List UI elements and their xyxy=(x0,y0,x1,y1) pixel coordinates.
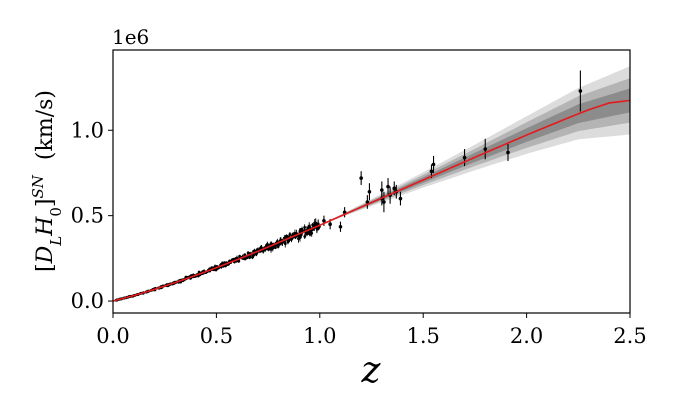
x-axis-title: z xyxy=(361,350,382,391)
data-point xyxy=(382,191,386,213)
point-marker xyxy=(328,222,332,226)
data-point xyxy=(338,221,343,232)
point-marker xyxy=(322,218,326,223)
data-point-low-z xyxy=(246,251,250,255)
y-offset-label: 1e6 xyxy=(112,25,149,49)
point-marker xyxy=(462,155,467,160)
point-marker xyxy=(300,227,304,231)
model-curve-layer xyxy=(113,99,630,302)
point-marker xyxy=(238,254,242,258)
data-point-low-z xyxy=(238,254,242,258)
data-point xyxy=(506,143,510,162)
model-curve xyxy=(113,99,630,302)
point-marker xyxy=(338,224,343,229)
point-marker xyxy=(246,251,250,255)
x-tick-label: 0.0 xyxy=(96,324,129,348)
data-point-low-z xyxy=(251,255,254,260)
point-marker xyxy=(316,226,320,230)
x-tick-label: 0.5 xyxy=(200,324,233,348)
point-marker xyxy=(398,196,403,201)
point-marker xyxy=(265,242,269,246)
point-marker xyxy=(578,89,583,93)
data-point xyxy=(398,191,403,206)
point-marker xyxy=(380,188,384,192)
point-marker xyxy=(261,249,265,253)
data-point xyxy=(365,195,370,209)
data-point xyxy=(380,181,384,199)
data-point xyxy=(462,149,467,167)
point-marker xyxy=(483,147,488,151)
data-point-low-z xyxy=(273,246,277,250)
axis-ticks: 0.0 0.5 1.0 1.5 2.0 2.5 0.0 0.5 1.0 xyxy=(71,118,647,348)
point-marker xyxy=(429,169,434,174)
point-marker xyxy=(310,231,314,235)
data-point xyxy=(431,155,436,173)
data-point xyxy=(483,138,488,160)
data-point xyxy=(386,178,390,196)
y-axis-title-math: [DLH0]SN xyxy=(29,174,65,272)
point-marker xyxy=(365,200,370,204)
data-point-low-z xyxy=(310,229,314,237)
point-marker xyxy=(251,255,254,259)
y-axis-title-unit: (km/s) xyxy=(33,90,58,160)
band-2sigma xyxy=(319,78,630,226)
svg-text:[DLH0]SN (km/s): [DLH0]SN (km/s) xyxy=(29,90,65,272)
x-tick-label: 2.5 xyxy=(613,324,646,348)
data-point-low-z xyxy=(307,222,311,231)
plot-frame xyxy=(112,49,631,314)
x-tick-label: 1.0 xyxy=(303,324,336,348)
point-marker xyxy=(386,184,390,189)
point-marker xyxy=(392,186,397,191)
y-tick-label: 1.0 xyxy=(71,118,104,142)
point-marker xyxy=(277,243,280,247)
y-axis-title: [DLH0]SN (km/s) xyxy=(29,90,65,272)
plot-background xyxy=(113,50,630,313)
point-marker xyxy=(273,246,277,249)
point-marker xyxy=(285,234,289,238)
y-tick-label: 0.0 xyxy=(71,289,104,313)
data-point xyxy=(359,171,363,185)
point-marker xyxy=(253,249,256,253)
data-point xyxy=(578,70,583,112)
band-3sigma xyxy=(319,66,630,226)
x-tick-label: 1.5 xyxy=(406,324,439,348)
point-marker xyxy=(293,231,297,235)
point-marker xyxy=(303,226,307,229)
point-marker xyxy=(304,232,308,235)
data-point-low-z xyxy=(300,226,304,232)
y-tick-label: 0.5 xyxy=(71,204,104,228)
point-marker xyxy=(307,224,311,228)
point-marker xyxy=(506,150,510,155)
point-marker xyxy=(367,189,372,194)
point-marker xyxy=(359,176,363,180)
data-point-low-z xyxy=(265,241,269,248)
point-marker xyxy=(382,200,386,204)
point-marker xyxy=(283,242,287,246)
point-marker xyxy=(431,162,436,167)
data-point-low-z xyxy=(285,234,289,239)
x-tick-label: 2.0 xyxy=(510,324,543,348)
point-marker xyxy=(297,237,300,241)
data-point xyxy=(367,183,372,201)
